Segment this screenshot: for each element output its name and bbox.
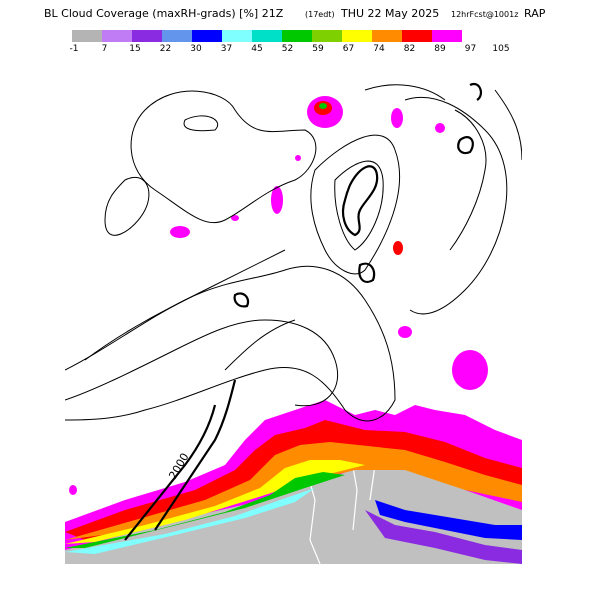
legend-tick: 97	[464, 44, 477, 54]
contour-label: 2000	[166, 451, 191, 482]
color-legend	[72, 30, 492, 42]
legend-swatch	[342, 30, 372, 42]
legend-tick: 67	[342, 44, 355, 54]
band-blue	[375, 500, 522, 540]
northern-cells	[69, 96, 488, 495]
legend-swatch	[462, 30, 492, 42]
legend-tick: -1	[69, 44, 79, 54]
legend-swatch	[222, 30, 252, 42]
band-green	[65, 472, 345, 548]
legend-swatch	[132, 30, 162, 42]
legend-tick: 15	[129, 44, 141, 54]
legend-ticks: -1 7 15 22 30 37 45 52 59 67 74 82 89 97 105	[0, 44, 589, 58]
cloud-coverage-map: 2000	[65, 82, 522, 564]
legend-tick: 22	[159, 44, 172, 54]
legend-swatch	[282, 30, 312, 42]
legend-swatch	[162, 30, 192, 42]
legend-tick: 30	[190, 44, 202, 54]
legend-swatch	[372, 30, 402, 42]
band-purple	[365, 510, 522, 564]
legend-tick: 37	[220, 44, 233, 54]
title-forecast: 12hrFcst@1001z	[451, 10, 519, 19]
band-orange	[65, 442, 522, 540]
legend-swatch	[432, 30, 462, 42]
legend-swatch	[102, 30, 132, 42]
title-local-time: (17edt)	[305, 10, 335, 19]
legend-tick: 59	[312, 44, 324, 54]
legend-swatch	[192, 30, 222, 42]
legend-tick: 52	[281, 44, 294, 54]
chart-title: BL Cloud Coverage (maxRH-grads) [%] 21Z …	[0, 7, 589, 23]
legend-tick: 74	[373, 44, 385, 54]
band-yellow	[65, 460, 365, 544]
title-date: THU 22 May 2025	[341, 7, 440, 20]
bold-contours	[124, 82, 483, 541]
title-model: RAP	[524, 7, 546, 20]
title-main: BL Cloud Coverage (maxRH-grads) [%] 21Z	[44, 7, 284, 20]
legend-swatch	[402, 30, 432, 42]
legend-tick: 45	[251, 44, 263, 54]
legend-swatch	[252, 30, 282, 42]
legend-swatch	[72, 30, 102, 42]
legend-swatch	[312, 30, 342, 42]
legend-tick: 105	[492, 44, 510, 54]
legend-tick: 82	[403, 44, 416, 54]
legend-tick: 89	[434, 44, 446, 54]
height-contours	[65, 84, 522, 422]
legend-tick: 7	[101, 44, 108, 54]
